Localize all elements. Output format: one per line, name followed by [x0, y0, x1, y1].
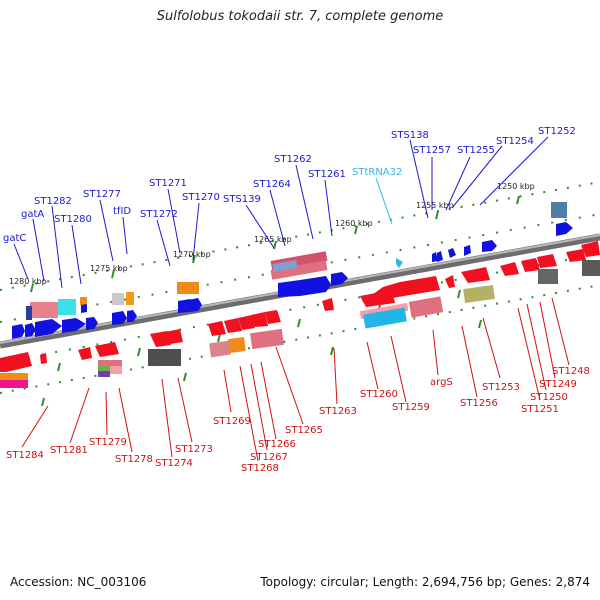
trna-connector [375, 177, 393, 225]
ruler-tick-1260: 1260 kbp [335, 219, 373, 228]
gene-label-gata: gatA [21, 209, 44, 220]
gene-label-st1264: ST1264 [253, 179, 291, 190]
forward-genes [12, 222, 573, 339]
gene-label-st1250: ST1250 [530, 392, 568, 403]
gene-label-st1282: ST1282 [34, 196, 72, 207]
top-gene-labels: STS138 ST1257 ST1255 ST1254 ST1252 ST126… [3, 126, 576, 244]
gene-label-st1281: ST1281 [50, 445, 88, 456]
gene-label-st1262: ST1262 [274, 154, 312, 165]
gene-label-sttrna32: STtRNA32 [352, 167, 402, 178]
gene-label-st1259: ST1259 [392, 402, 430, 413]
gene-label-gatc: gatC [3, 233, 26, 244]
gene-label-st1261: ST1261 [308, 169, 346, 180]
ruler-tick-1265: 1265 kbp [254, 235, 292, 244]
tick-row-outer-bottom [0, 284, 600, 394]
gene-label-st1272: ST1272 [140, 209, 178, 220]
genome-title: Sulfolobus tokodaii str. 7, complete gen… [156, 9, 444, 24]
accession-text: Accession: NC_003106 [10, 575, 147, 589]
ruler-tick-1255: 1255 kbp [416, 201, 454, 210]
gene-label-st1251: ST1251 [521, 404, 559, 415]
gene-label-st1266: ST1266 [258, 439, 296, 450]
ruler-tick-1250: 1250 kbp [497, 182, 535, 191]
gene-label-st1280: ST1280 [54, 214, 92, 225]
gene-label-st1269: ST1269 [213, 416, 251, 427]
gene-label-st1271: ST1271 [149, 178, 187, 189]
gene-label-st1256: ST1256 [460, 398, 498, 409]
gene-label-tfid: tfID [113, 206, 131, 217]
gene-label-st1249: ST1249 [539, 379, 577, 390]
gene-label-st1255: ST1255 [457, 145, 495, 156]
gene-label-st1260: ST1260 [360, 389, 398, 400]
feature-boxes-top [26, 202, 567, 320]
trna-marker [396, 258, 403, 268]
genome-summary-text: Topology: circular; Length: 2,694,756 bp… [260, 575, 590, 589]
ruler-tick-1280: 1280 kbp [9, 277, 47, 286]
ruler-tick-1270: 1270 kbp [173, 250, 211, 259]
gene-label-st1284: ST1284 [6, 450, 44, 461]
gene-label-st1265: ST1265 [285, 425, 323, 436]
gene-label-st1248: ST1248 [552, 366, 590, 377]
gene-label-sts139: STS139 [223, 194, 261, 205]
gene-label-st1263: ST1263 [319, 406, 357, 417]
connectors-top [13, 136, 549, 289]
ruler-labels: 1250 kbp 1255 kbp 1260 kbp 1265 kbp 1270… [9, 182, 535, 286]
gene-label-st1254: ST1254 [496, 136, 534, 147]
gene-label-st1278: ST1278 [115, 454, 153, 465]
gene-label-st1274: ST1274 [155, 458, 193, 469]
ruler-tick-1275: 1275 kbp [90, 264, 128, 273]
gene-label-st1257: ST1257 [413, 145, 451, 156]
gene-label-args: argS [430, 377, 453, 388]
gene-label-st1253: ST1253 [482, 382, 520, 393]
gene-label-st1277: ST1277 [83, 189, 121, 200]
gene-label-st1268: ST1268 [241, 463, 279, 474]
connectors-bottom [21, 297, 570, 462]
gene-label-sts138: STS138 [391, 130, 429, 141]
gene-label-st1273: ST1273 [175, 444, 213, 455]
gene-label-st1270: ST1270 [182, 192, 220, 203]
bottom-gene-labels: ST1284 ST1281 ST1279 ST1278 ST1274 ST127… [6, 366, 590, 474]
gene-label-st1279: ST1279 [89, 437, 127, 448]
feature-boxes-bottom [0, 260, 600, 388]
gene-label-st1252: ST1252 [538, 126, 576, 137]
reverse-genes [0, 241, 600, 372]
gene-label-st1267: ST1267 [250, 452, 288, 463]
